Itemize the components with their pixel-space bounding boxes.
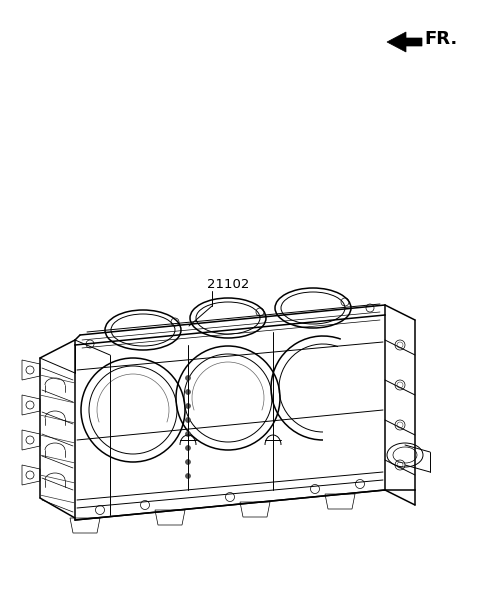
- Circle shape: [185, 390, 191, 394]
- Text: FR.: FR.: [424, 30, 457, 48]
- Circle shape: [185, 446, 191, 450]
- Circle shape: [185, 375, 191, 380]
- Circle shape: [185, 418, 191, 422]
- Circle shape: [185, 403, 191, 409]
- Circle shape: [185, 474, 191, 478]
- Polygon shape: [387, 32, 422, 52]
- Text: 21102: 21102: [207, 278, 250, 291]
- Circle shape: [185, 431, 191, 437]
- Circle shape: [185, 459, 191, 465]
